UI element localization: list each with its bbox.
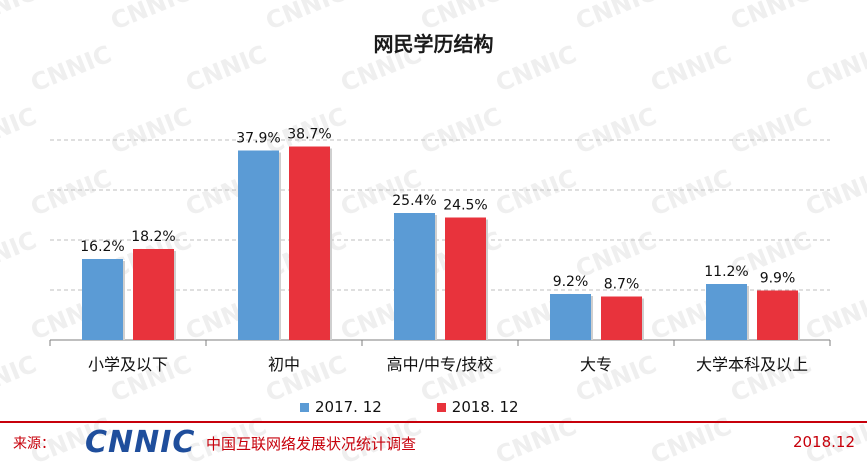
bar bbox=[550, 294, 591, 340]
bar bbox=[238, 150, 279, 340]
data-label: 9.2% bbox=[553, 274, 589, 290]
category-label: 小学及以下 bbox=[88, 355, 168, 374]
bar bbox=[445, 217, 486, 340]
category-label: 大专 bbox=[580, 355, 612, 374]
survey-name: 中国互联网络发展状况统计调查 bbox=[206, 435, 417, 453]
legend-label-2018: 2018. 12 bbox=[451, 398, 519, 416]
data-label: 18.2% bbox=[131, 229, 175, 245]
chart-title: 网民学历结构 bbox=[373, 32, 494, 56]
bar-chart: 16.2% 18.2% 小学及以下 37.9% 38.7% 初中 25.4% 24.5% 高中/… bbox=[49, 127, 831, 374]
bar bbox=[289, 146, 330, 340]
footer-date: 2018.12 bbox=[792, 433, 855, 451]
data-label: 38.7% bbox=[287, 127, 331, 143]
data-label: 11.2% bbox=[704, 264, 748, 280]
footer: 来源： CNNIC 中国互联网络发展状况统计调查 2018.12 bbox=[0, 421, 867, 462]
category-label: 高中/中专/技校 bbox=[387, 355, 494, 374]
bar bbox=[394, 213, 435, 340]
footer-divider bbox=[0, 421, 867, 423]
bar bbox=[757, 290, 798, 340]
bar bbox=[601, 296, 642, 340]
cnnic-logo: CNNIC bbox=[85, 426, 195, 458]
legend-item-2017: 2017. 12 bbox=[300, 398, 382, 416]
legend-label-2017: 2017. 12 bbox=[315, 398, 382, 416]
source-label: 来源： bbox=[13, 436, 55, 452]
category-label: 初中 bbox=[268, 355, 300, 374]
data-label: 24.5% bbox=[443, 198, 487, 214]
data-label: 37.9% bbox=[236, 131, 280, 147]
bar bbox=[82, 259, 123, 340]
bar bbox=[706, 284, 747, 340]
category-label: 大学本科及以上 bbox=[696, 355, 808, 374]
chart-legend: 2017. 12 2018. 12 bbox=[300, 398, 519, 416]
data-label: 16.2% bbox=[80, 239, 124, 255]
svg-text:CNNIC: CNNIC bbox=[85, 426, 195, 458]
legend-item-2018: 2018. 12 bbox=[436, 398, 519, 416]
data-label: 8.7% bbox=[604, 277, 640, 293]
bar bbox=[133, 249, 174, 340]
legend-swatch-2017 bbox=[300, 402, 309, 412]
legend-swatch-2018 bbox=[436, 402, 446, 412]
data-label: 25.4% bbox=[392, 193, 436, 209]
data-label: 9.9% bbox=[760, 271, 796, 287]
